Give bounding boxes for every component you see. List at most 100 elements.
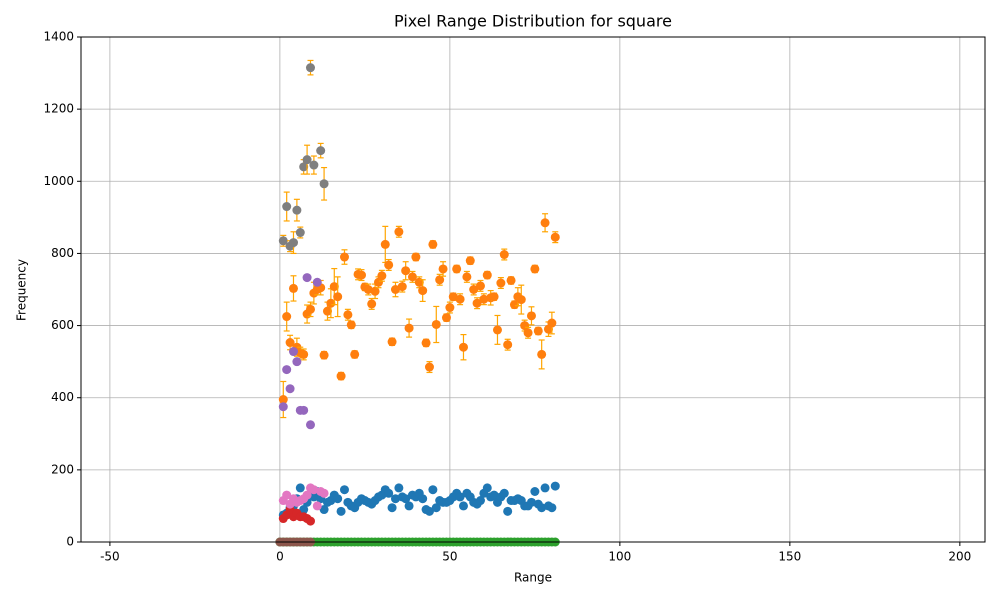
y-tick-label: 600 — [51, 318, 74, 332]
point — [407, 272, 417, 282]
point — [499, 250, 509, 260]
point — [506, 275, 516, 285]
point — [387, 337, 397, 347]
point — [509, 300, 519, 310]
point — [462, 272, 472, 282]
point — [489, 490, 499, 500]
point — [499, 488, 509, 498]
point — [336, 371, 346, 381]
point — [401, 266, 411, 276]
point — [292, 205, 302, 215]
point — [516, 295, 526, 305]
point — [309, 485, 319, 495]
point — [475, 496, 485, 506]
point — [547, 503, 557, 513]
point — [278, 395, 288, 405]
point — [424, 362, 434, 372]
point — [370, 286, 380, 296]
point — [319, 488, 329, 498]
point — [418, 494, 428, 504]
point — [428, 239, 438, 249]
point — [343, 310, 353, 320]
x-tick-label: 150 — [778, 550, 801, 564]
point — [475, 281, 485, 291]
point — [530, 487, 540, 496]
point — [302, 155, 312, 165]
point — [394, 227, 404, 237]
point — [350, 349, 360, 359]
point — [329, 282, 339, 292]
x-axis-label: Range — [514, 571, 552, 585]
point — [339, 252, 349, 262]
chart-title: Pixel Range Distribution for square — [394, 12, 672, 31]
y-tick-label: 200 — [51, 462, 74, 476]
point — [333, 494, 343, 504]
point — [322, 306, 332, 316]
point — [305, 420, 315, 430]
point — [312, 501, 322, 511]
point — [431, 503, 441, 513]
point — [278, 236, 288, 246]
point — [431, 319, 441, 329]
point — [458, 501, 468, 511]
point — [305, 63, 315, 73]
point — [326, 298, 336, 308]
x-tick-label: 50 — [442, 550, 457, 564]
point — [445, 303, 455, 313]
point — [448, 292, 458, 302]
point — [319, 505, 329, 515]
point — [316, 146, 326, 156]
point — [299, 162, 309, 172]
point — [401, 494, 411, 504]
point — [390, 494, 400, 504]
x-tick-label: 100 — [608, 550, 631, 564]
point — [285, 384, 295, 394]
point — [295, 228, 305, 238]
point — [367, 299, 377, 309]
point — [441, 313, 451, 323]
point — [299, 505, 309, 515]
y-tick-label: 800 — [51, 246, 74, 260]
point — [438, 264, 448, 274]
point — [299, 405, 309, 415]
point — [526, 311, 536, 321]
point — [424, 506, 434, 516]
point — [305, 516, 315, 526]
point — [503, 340, 513, 350]
plot-frame — [80, 36, 986, 543]
point — [479, 294, 489, 304]
point — [537, 503, 547, 513]
point — [377, 271, 387, 281]
point — [540, 218, 550, 228]
point — [455, 492, 465, 502]
point — [533, 326, 543, 336]
point — [285, 338, 295, 348]
point — [411, 252, 421, 262]
point — [482, 483, 492, 493]
point — [526, 497, 536, 507]
point — [292, 357, 302, 367]
point — [547, 318, 557, 328]
point — [319, 350, 329, 360]
point — [492, 325, 502, 335]
point — [302, 273, 312, 283]
point — [387, 503, 397, 513]
point — [336, 506, 346, 516]
point — [489, 292, 499, 302]
point — [384, 260, 394, 270]
point — [346, 320, 356, 330]
point — [309, 160, 319, 170]
point — [428, 485, 438, 495]
point — [295, 483, 305, 493]
point — [455, 294, 465, 304]
point — [418, 286, 428, 296]
point — [282, 202, 292, 212]
point — [472, 298, 482, 308]
point — [288, 238, 298, 248]
point — [530, 264, 540, 274]
point — [288, 347, 298, 357]
point — [465, 256, 475, 266]
point — [458, 342, 468, 352]
